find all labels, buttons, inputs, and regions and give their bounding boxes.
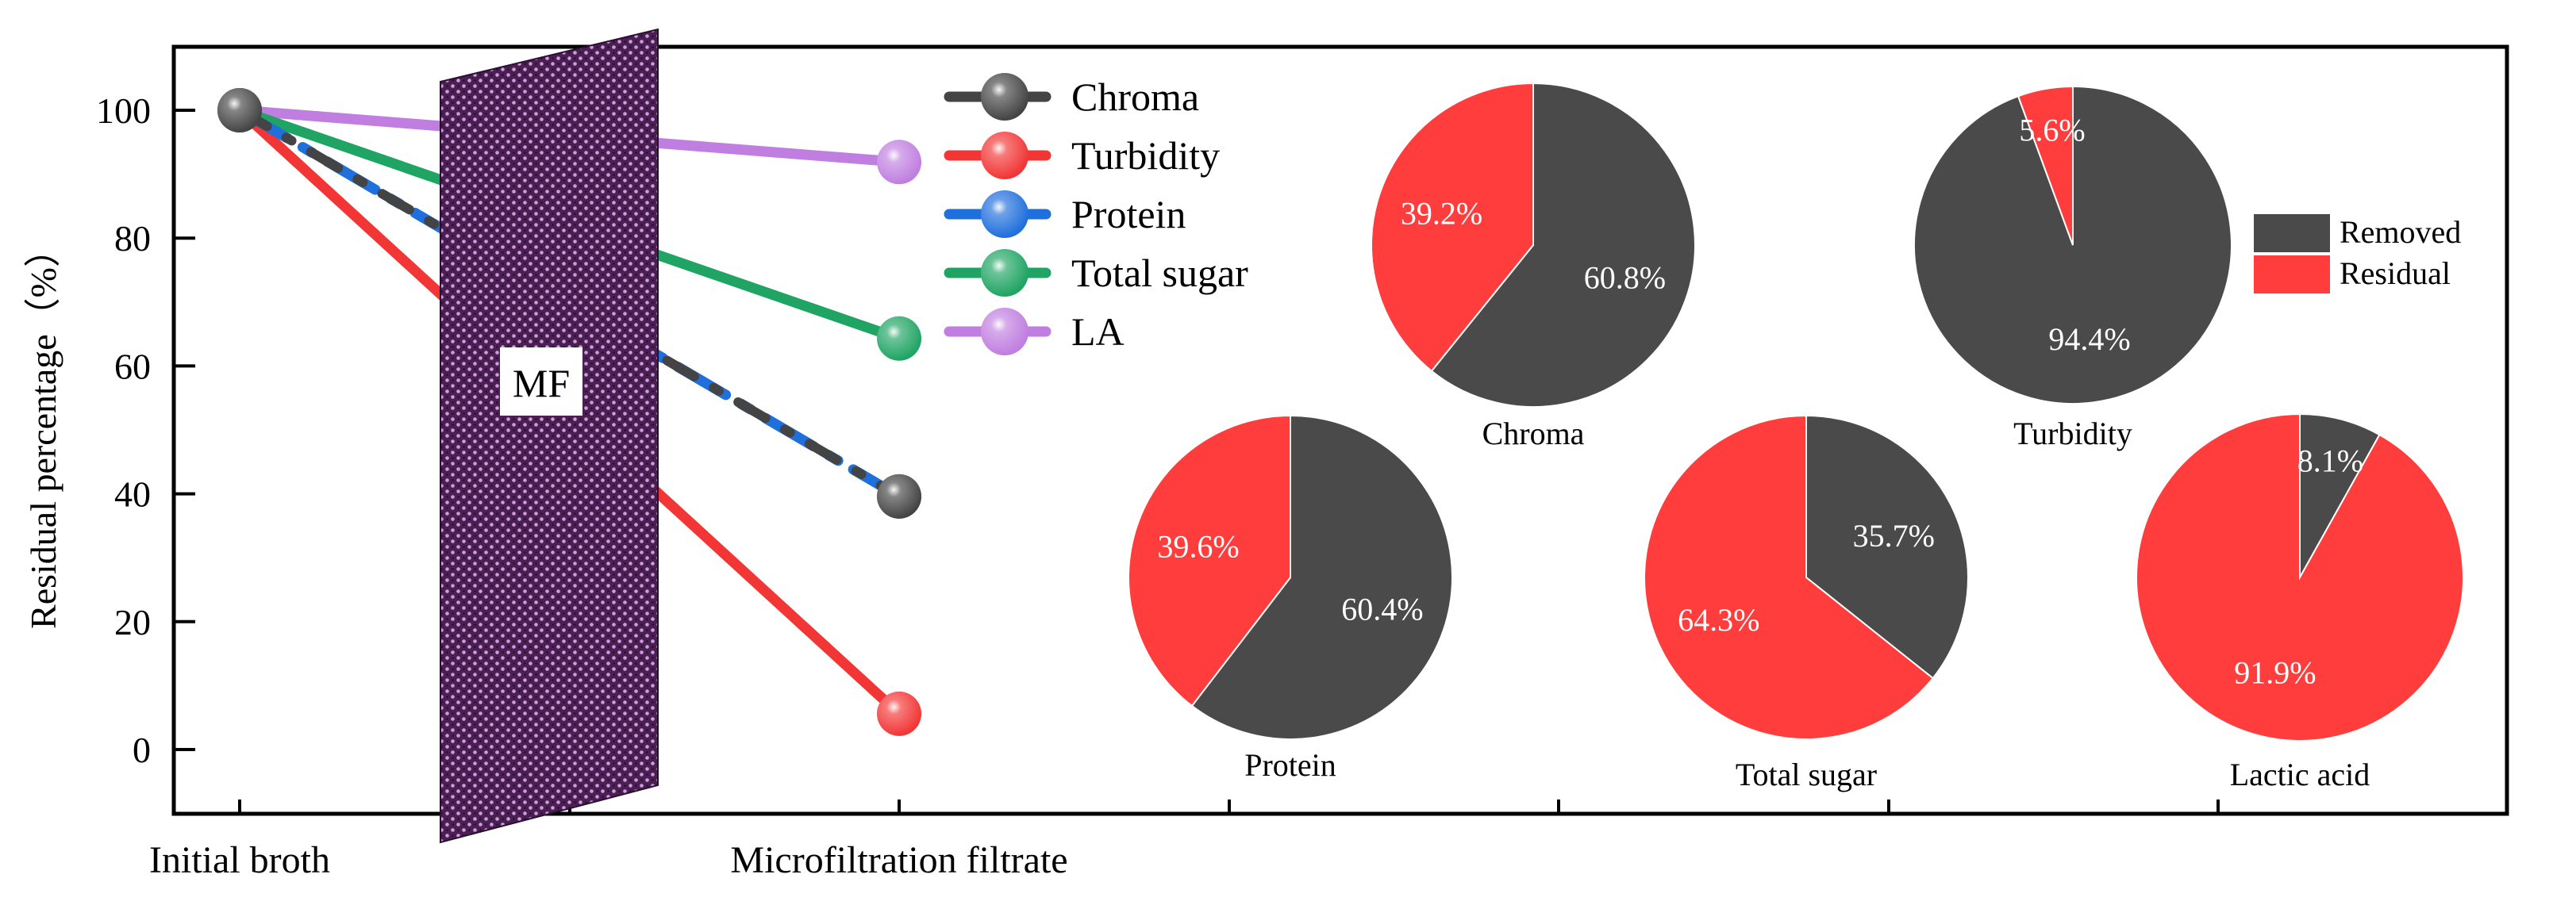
pie-protein: 60.4% 39.6% Protein xyxy=(1128,414,1453,783)
pie-charts: 60.8% 39.2% Chroma 94.4% 5.6% Turbidity 60.4% 3… xyxy=(1128,82,2464,792)
y-tick-label: 100 xyxy=(96,90,151,131)
y-tick-label: 0 xyxy=(133,730,151,770)
pie-lactic-acid: 8.1% 91.9% Lactic acid xyxy=(2136,412,2464,792)
pie-legend-item: Removed xyxy=(2254,214,2461,252)
pie-label-removed: 60.4% xyxy=(1341,591,1423,627)
pie-slice-removed xyxy=(1430,82,1696,408)
y-axis-label: Residual percentage（%） xyxy=(23,231,63,629)
y-axis: 0 20 40 60 80 100 xyxy=(96,90,195,770)
y-tick-label: 40 xyxy=(114,474,151,515)
legend-label: Turbidity xyxy=(1071,133,1220,178)
legend-marker-shine xyxy=(981,308,1028,355)
pie-slice-residual xyxy=(2017,85,2074,246)
pie-label-residual: 39.2% xyxy=(1401,195,1482,231)
pie-title: Total sugar xyxy=(1736,757,1877,792)
mf-membrane xyxy=(440,28,659,844)
legend-item: Protein xyxy=(944,190,1186,238)
pie-label-residual: 39.6% xyxy=(1157,529,1239,565)
data-point-shine xyxy=(877,316,921,361)
pie-label-residual: 5.6% xyxy=(2019,112,2085,148)
pie-legend-swatch xyxy=(2254,214,2330,252)
mf-label-box xyxy=(500,347,582,416)
pie-slice-removed xyxy=(1805,414,1969,680)
pie-label-residual: 91.9% xyxy=(2234,655,2316,691)
mf-label: MF xyxy=(513,361,570,405)
pie-total-sugar: 35.7% 64.3% Total sugar xyxy=(1644,414,1969,792)
x-category-label: Microfiltration filtrate xyxy=(730,839,1067,881)
pie-slice-removed xyxy=(1913,85,2232,405)
pie-label-removed: 60.8% xyxy=(1584,260,1666,296)
pie-slice-residual xyxy=(1644,414,1935,740)
legend-label: LA xyxy=(1071,309,1125,354)
data-point-shine xyxy=(877,474,921,519)
data-point-shine xyxy=(877,140,921,185)
y-tick-label: 80 xyxy=(114,218,151,259)
pie-legend-label: Removed xyxy=(2340,214,2461,250)
pie-slice-residual xyxy=(1128,414,1291,708)
legend-item: Total sugar xyxy=(944,249,1248,297)
legend-marker-shine xyxy=(981,132,1028,179)
pie-slice-removed xyxy=(1190,414,1453,740)
data-point-shine xyxy=(877,691,921,736)
pie-slice-removed xyxy=(2299,412,2381,581)
pie-turbidity: 94.4% 5.6% Turbidity xyxy=(1913,85,2232,451)
y-tick-label: 60 xyxy=(114,346,151,386)
pie-label-removed: 35.7% xyxy=(1853,518,1935,554)
legend-marker-shine xyxy=(981,190,1028,238)
pie-title: Protein xyxy=(1244,747,1336,783)
x-category-labels: Initial broth Microfiltration filtrate xyxy=(149,839,1068,881)
legend-label: Chroma xyxy=(1071,75,1199,119)
legend-item: Turbidity xyxy=(944,132,1220,179)
pie-title: Turbidity xyxy=(2013,416,2132,451)
pie-legend: Removed Residual xyxy=(2254,214,2461,293)
pie-label-residual: 64.3% xyxy=(1678,602,1759,638)
pie-legend-item: Residual xyxy=(2254,255,2451,293)
pie-slice-residual xyxy=(1371,82,1534,373)
pie-slice-residual xyxy=(2136,412,2464,742)
legend-item: LA xyxy=(944,308,1125,355)
y-tick-label: 20 xyxy=(114,602,151,642)
pie-legend-label: Residual xyxy=(2340,255,2451,291)
pie-title: Lactic acid xyxy=(2230,757,2370,792)
pie-chroma: 60.8% 39.2% Chroma xyxy=(1371,82,1696,451)
pie-legend-swatch xyxy=(2254,255,2330,293)
line-legend: Chroma Turbidity Protein Total sugar LA xyxy=(944,73,1248,355)
legend-label: Total sugar xyxy=(1071,251,1248,295)
legend-item: Chroma xyxy=(944,73,1199,121)
pie-label-removed: 8.1% xyxy=(2297,443,2363,478)
x-category-label: Initial broth xyxy=(149,839,330,881)
plot-frame xyxy=(171,44,2509,816)
data-point-shine xyxy=(217,88,262,132)
pie-title: Chroma xyxy=(1482,416,1585,451)
legend-marker-shine xyxy=(981,73,1028,121)
pie-label-removed: 94.4% xyxy=(2048,321,2130,357)
legend-label: Protein xyxy=(1071,192,1186,236)
legend-marker-shine xyxy=(981,249,1028,297)
